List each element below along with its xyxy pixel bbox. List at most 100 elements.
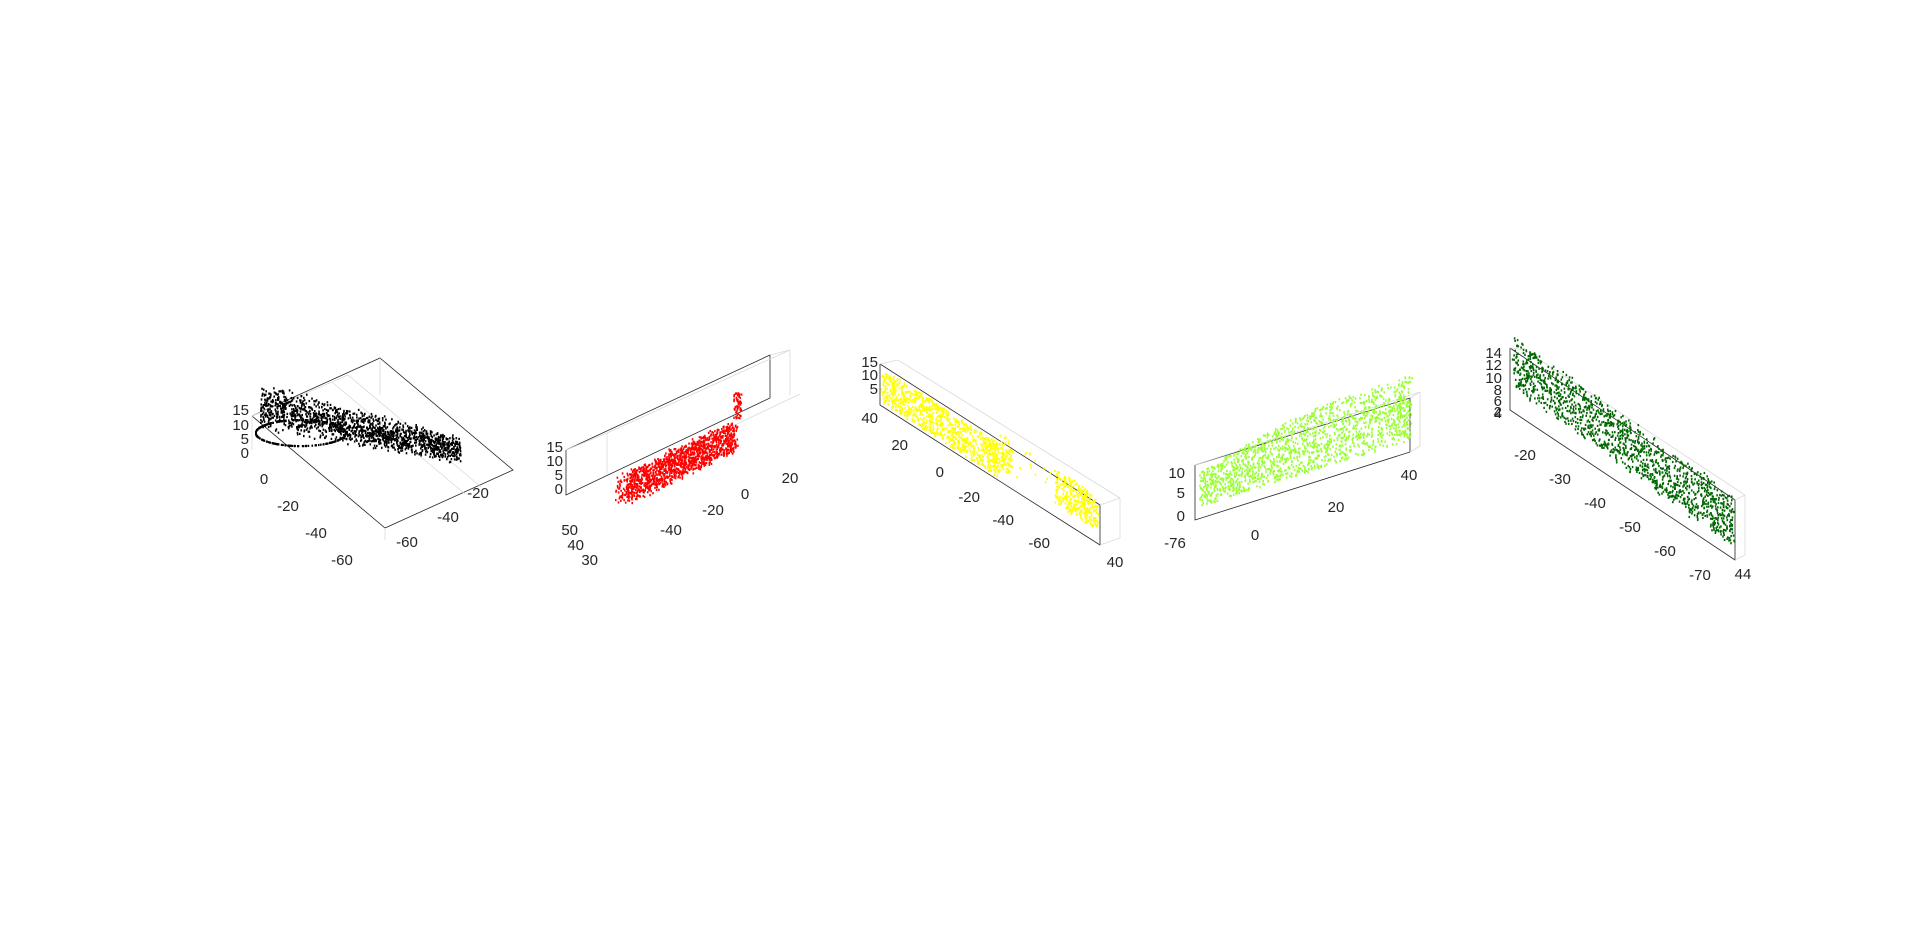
data-point [989, 440, 991, 443]
data-point [361, 428, 363, 431]
data-point [660, 466, 663, 469]
data-point [298, 406, 301, 409]
data-point [988, 442, 991, 445]
data-point [283, 398, 286, 401]
data-point [345, 422, 348, 425]
data-point [618, 486, 621, 489]
data-point [1081, 518, 1084, 521]
data-point [1341, 437, 1343, 440]
data-point [393, 424, 396, 427]
data-point [901, 402, 904, 405]
data-point [906, 418, 909, 421]
data-point [429, 442, 432, 445]
data-point [1271, 453, 1274, 456]
data-point [399, 435, 401, 438]
data-point [695, 459, 697, 462]
data-point [355, 430, 357, 433]
x-tick-label: 30 [581, 552, 598, 569]
data-point [948, 430, 951, 433]
data-point [1302, 432, 1305, 435]
data-point [883, 375, 885, 378]
data-point [654, 470, 657, 473]
data-point [922, 407, 924, 410]
data-point [384, 445, 387, 448]
data-point [986, 459, 989, 462]
data-point [901, 408, 904, 412]
data-point [640, 482, 642, 485]
data-point [1066, 504, 1069, 507]
data-point [630, 468, 633, 471]
data-point [267, 417, 270, 420]
data-point [1276, 464, 1278, 467]
data-point [1328, 440, 1330, 443]
data-point [1266, 432, 1269, 435]
data-point [730, 449, 733, 452]
data-point [421, 445, 424, 449]
data-point [683, 457, 686, 460]
data-point [737, 444, 739, 447]
data-point [1270, 452, 1273, 455]
data-point [314, 400, 317, 403]
data-point [1362, 435, 1365, 438]
data-point [715, 448, 718, 451]
data-point [619, 495, 621, 499]
data-point [354, 423, 356, 426]
data-point [292, 423, 295, 426]
data-point [329, 441, 331, 444]
data-point [374, 427, 376, 430]
data-point [363, 436, 365, 439]
data-point [379, 429, 381, 432]
data-point [1004, 441, 1007, 444]
data-point [452, 437, 455, 441]
data-point [948, 440, 950, 443]
data-point [277, 431, 280, 434]
data-point [704, 437, 707, 440]
data-point [892, 382, 895, 385]
data-point [656, 466, 658, 469]
data-point [303, 407, 306, 410]
data-point [912, 398, 914, 402]
data-point [1213, 490, 1216, 493]
data-point [1293, 451, 1296, 454]
data-point [712, 431, 714, 434]
data-point [1077, 496, 1079, 499]
data-point [300, 424, 303, 427]
data-point [396, 431, 399, 434]
data-point [443, 449, 445, 452]
data-point [968, 427, 970, 430]
data-point [616, 486, 619, 489]
data-point [921, 422, 923, 425]
data-point [431, 456, 434, 459]
data-point [421, 439, 423, 442]
data-point [1242, 489, 1245, 492]
data-point [1064, 477, 1067, 480]
data-point [277, 403, 279, 406]
data-point [692, 460, 695, 463]
data-point [687, 458, 690, 462]
data-point [645, 471, 647, 474]
data-point [976, 452, 978, 455]
data-point [625, 478, 628, 481]
data-point [1290, 472, 1293, 475]
data-point [634, 478, 636, 481]
data-point [1056, 481, 1059, 484]
data-point [907, 409, 910, 412]
data-point [966, 449, 968, 452]
data-point [408, 430, 410, 433]
data-point [451, 436, 454, 439]
data-point [703, 440, 706, 443]
data-point [960, 419, 963, 422]
data-point [699, 452, 702, 455]
data-point [734, 440, 737, 444]
data-point [1345, 456, 1347, 459]
y-tick-label: -20 [702, 502, 724, 519]
data-point [670, 467, 672, 470]
data-point [1000, 464, 1002, 467]
data-point [674, 455, 676, 458]
data-point [723, 439, 725, 442]
data-point [1307, 430, 1309, 433]
data-point [396, 435, 399, 438]
